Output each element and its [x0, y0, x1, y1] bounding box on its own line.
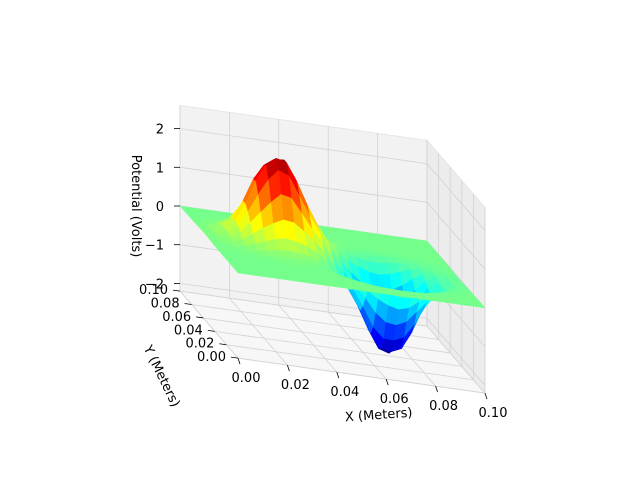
gridline-y-floor [203, 317, 451, 354]
x-tick-mark [336, 372, 340, 379]
x-tick-label: 0.00 [232, 371, 261, 386]
x-tick-mark [435, 386, 438, 393]
y-axis-title: Y (Meters) [139, 342, 182, 409]
gridline-y-floor [237, 357, 486, 394]
gridline-x-floor [278, 304, 338, 373]
gridline-x-floor [426, 325, 486, 394]
z-tick-label: 1 [156, 161, 164, 176]
x-tick-label: 0.06 [380, 392, 409, 407]
z-tick-label: −1 [145, 239, 164, 254]
gridline-y-floor [214, 330, 462, 367]
axes-gridlines [179, 105, 486, 394]
gridline-x-floor [327, 311, 387, 380]
x-tick-mark [484, 393, 488, 400]
y-tick-mark [230, 356, 239, 359]
surface-face [235, 269, 249, 275]
surface-mesh [179, 157, 486, 354]
y-tick-label: 0.10 [139, 283, 168, 298]
y-tick-label: 0.04 [174, 323, 203, 338]
x-tick-mark [237, 358, 241, 365]
gridline-z-back [179, 166, 428, 203]
x-tick-label: 0.08 [429, 399, 458, 414]
y-tick-label: 0.02 [185, 337, 214, 352]
y-tick-mark [172, 289, 181, 292]
gridline-y-floor [226, 344, 474, 381]
x-tick-mark [385, 379, 389, 386]
y-tick-mark [184, 303, 192, 305]
x-tick-label: 0.04 [330, 385, 359, 400]
y-tick-mark [219, 343, 227, 346]
gridline-x-floor [179, 290, 239, 359]
y-tick-label: 0.00 [197, 350, 226, 365]
gridline-z-right [426, 318, 486, 386]
gridline-z-right [426, 163, 486, 231]
x-axis-title: X (Meters) [345, 406, 413, 426]
x-tick-mark [287, 365, 290, 372]
gridline-z-right [426, 202, 486, 270]
y-tick-mark [207, 329, 215, 332]
gridline-x-floor [229, 297, 288, 366]
y-tick-label: 0.06 [162, 310, 191, 325]
x-tick-label: 0.02 [281, 378, 310, 393]
surface-face [206, 235, 220, 240]
gridline-z-back [179, 128, 428, 164]
axis-ticks: 0.00 0.02 0.04 0.06 0.08 0.100.000.020.040.06… [139, 123, 507, 422]
x-tick-label: 0.10 [479, 406, 508, 421]
z-tick-label: 0 [156, 200, 164, 215]
y-tick-mark [196, 316, 204, 319]
z-tick-label: −2 [145, 277, 164, 292]
y-tick-label: 0.08 [151, 297, 180, 312]
z-tick-label: 2 [156, 123, 164, 138]
z-axis-title: Potential (Volts) [128, 155, 143, 258]
